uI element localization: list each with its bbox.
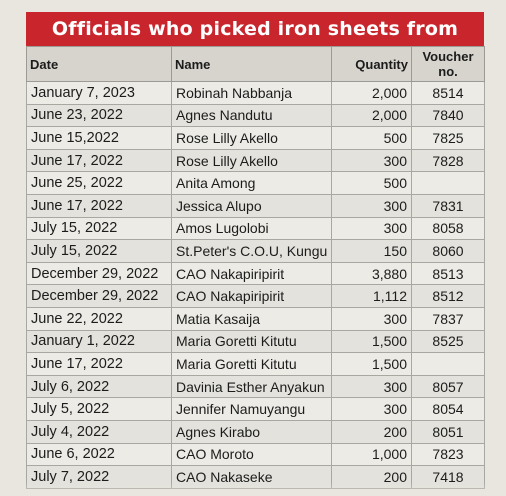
- table-row: January 7, 2023 Robinah Nabbanja 2,000 8514: [26, 81, 485, 105]
- column-header-voucher-line2: no.: [438, 64, 458, 79]
- cell-name: CAO Moroto: [171, 442, 332, 467]
- cell-name: St.Peter's C.O.U, Kungu: [171, 239, 332, 263]
- cell-date: June 23, 2022: [26, 103, 172, 128]
- cell-quantity: 300: [331, 397, 412, 421]
- cell-name: Rose Lilly Akello: [171, 148, 332, 173]
- cell-name: Matia Kasaija: [171, 306, 332, 331]
- table-row: June 17, 2022 Jessica Alupo 300 7831: [26, 193, 485, 218]
- cell-voucher: [411, 352, 485, 376]
- cell-name: Jessica Alupo: [171, 193, 332, 218]
- cell-voucher: 8514: [411, 81, 485, 105]
- cell-name: CAO Nakapiripirit: [171, 261, 332, 286]
- cell-date: July 15, 2022: [26, 216, 172, 241]
- table-row: June 25, 2022 Anita Among 500: [26, 171, 485, 195]
- cell-voucher: 8057: [411, 374, 485, 399]
- cell-name: Agnes Nandutu: [171, 103, 332, 128]
- cell-date: December 29, 2022: [26, 284, 172, 308]
- table-row: July 4, 2022 Agnes Kirabo 200 8051: [26, 419, 485, 444]
- cell-voucher: 8525: [411, 329, 485, 354]
- cell-quantity: 2,000: [331, 103, 412, 128]
- cell-date: January 1, 2022: [26, 329, 172, 354]
- cell-voucher: 7828: [411, 148, 485, 173]
- cell-name: CAO Nakapiripirit: [171, 284, 332, 308]
- cell-quantity: 3,880: [331, 261, 412, 286]
- cell-name: Maria Goretti Kitutu: [171, 352, 332, 376]
- cell-name: Davinia Esther Anyakun: [171, 374, 332, 399]
- cell-voucher: 8054: [411, 397, 485, 421]
- cell-quantity: 1,500: [331, 352, 412, 376]
- cell-name: Rose Lilly Akello: [171, 126, 332, 150]
- cell-quantity: 150: [331, 239, 412, 263]
- column-header-date: Date: [26, 46, 172, 82]
- table-row: December 29, 2022 CAO Nakapiripirit 3,880 8…: [26, 261, 485, 286]
- table-row: July 15, 2022 Amos Lugolobi 300 8058: [26, 216, 485, 241]
- cell-quantity: 1,112: [331, 284, 412, 308]
- cell-voucher: 8058: [411, 216, 485, 241]
- cell-date: July 6, 2022: [26, 374, 172, 399]
- cell-quantity: 500: [331, 171, 412, 195]
- cell-name: Anita Among: [171, 171, 332, 195]
- cell-date: June 17, 2022: [26, 193, 172, 218]
- cell-quantity: 500: [331, 126, 412, 150]
- table-row: June 15,2022 Rose Lilly Akello 500 7825: [26, 126, 485, 150]
- cell-date: June 17, 2022: [26, 148, 172, 173]
- column-header-voucher: Voucher no.: [411, 46, 485, 82]
- cell-voucher: 7837: [411, 306, 485, 331]
- table-row: July 6, 2022 Davinia Esther Anyakun 300 805…: [26, 374, 485, 399]
- cell-name: Amos Lugolobi: [171, 216, 332, 241]
- column-header-name: Name: [171, 46, 332, 82]
- cell-quantity: 300: [331, 148, 412, 173]
- cell-quantity: 300: [331, 216, 412, 241]
- table-row: June 17, 2022 Maria Goretti Kitutu 1,500: [26, 352, 485, 376]
- table-row: December 29, 2022 CAO Nakapiripirit 1,112 8…: [26, 284, 485, 308]
- table-row: June 6, 2022 CAO Moroto 1,000 7823: [26, 442, 485, 467]
- cell-quantity: 300: [331, 374, 412, 399]
- table-header-row: Date Name Quantity Voucher no.: [26, 46, 485, 82]
- table-title: Officials who picked iron sheets from OP…: [26, 12, 484, 74]
- cell-quantity: 300: [331, 306, 412, 331]
- cell-voucher: 8512: [411, 284, 485, 308]
- cell-date: June 6, 2022: [26, 442, 172, 467]
- cell-name: Robinah Nabbanja: [171, 81, 332, 105]
- cell-date: December 29, 2022: [26, 261, 172, 286]
- cell-quantity: 2,000: [331, 81, 412, 105]
- cell-voucher: 7831: [411, 193, 485, 218]
- cell-name: Agnes Kirabo: [171, 419, 332, 444]
- cell-voucher: 8060: [411, 239, 485, 263]
- cell-date: June 15,2022: [26, 126, 172, 150]
- cell-date: June 17, 2022: [26, 352, 172, 376]
- iron-sheets-table: Date Name Quantity Voucher no. January 7…: [26, 46, 485, 489]
- cell-date: July 5, 2022: [26, 397, 172, 421]
- cell-voucher: 8051: [411, 419, 485, 444]
- column-header-quantity: Quantity: [331, 46, 412, 82]
- cell-date: July 15, 2022: [26, 239, 172, 263]
- column-header-voucher-line1: Voucher: [422, 49, 474, 64]
- cell-name: Maria Goretti Kitutu: [171, 329, 332, 354]
- table-row: January 1, 2022 Maria Goretti Kitutu 1,500…: [26, 329, 485, 354]
- table-row: July 15, 2022 St.Peter's C.O.U, Kungu 150 8…: [26, 239, 485, 263]
- cell-quantity: 1,500: [331, 329, 412, 354]
- cell-voucher: 8513: [411, 261, 485, 286]
- table-row: July 5, 2022 Jennifer Namuyangu 300 8054: [26, 397, 485, 421]
- table-row: June 22, 2022 Matia Kasaija 300 7837: [26, 306, 485, 331]
- cell-date: June 25, 2022: [26, 171, 172, 195]
- bottom-fade: [0, 482, 506, 496]
- cell-date: January 7, 2023: [26, 81, 172, 105]
- cell-name: Jennifer Namuyangu: [171, 397, 332, 421]
- cell-quantity: 300: [331, 193, 412, 218]
- cell-date: June 22, 2022: [26, 306, 172, 331]
- cell-voucher: [411, 171, 485, 195]
- cell-quantity: 200: [331, 419, 412, 444]
- table-row: June 17, 2022 Rose Lilly Akello 300 7828: [26, 148, 485, 173]
- table-row: June 23, 2022 Agnes Nandutu 2,000 7840: [26, 103, 485, 128]
- cell-date: July 4, 2022: [26, 419, 172, 444]
- cell-quantity: 1,000: [331, 442, 412, 467]
- cell-voucher: 7823: [411, 442, 485, 467]
- cell-voucher: 7840: [411, 103, 485, 128]
- cell-voucher: 7825: [411, 126, 485, 150]
